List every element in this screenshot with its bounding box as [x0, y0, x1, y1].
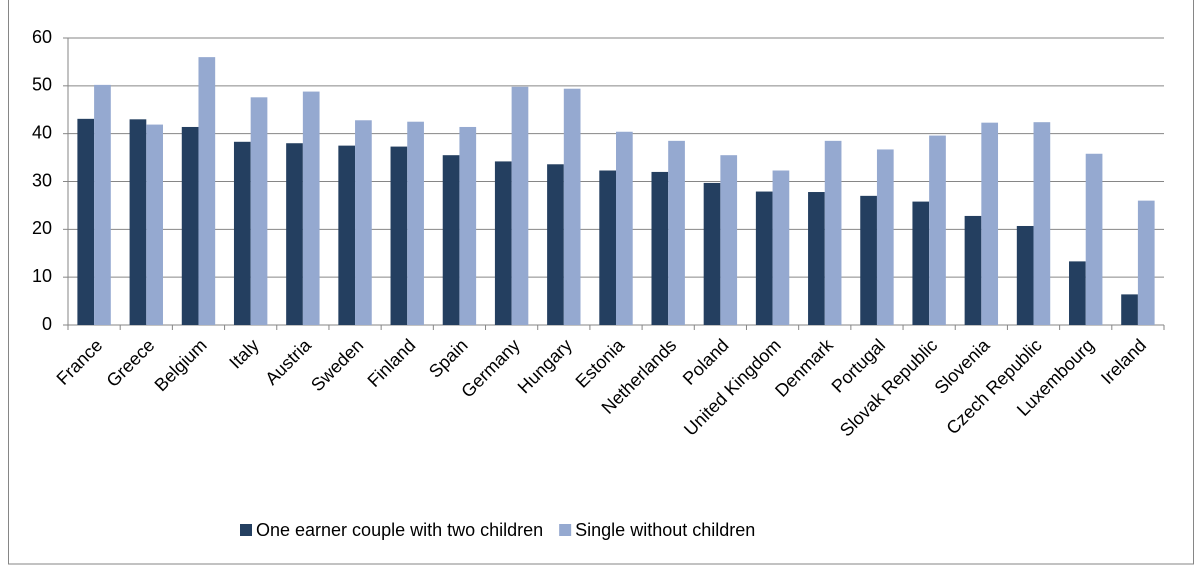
bar: [651, 171, 669, 325]
bar: [824, 140, 842, 325]
bar: [808, 192, 825, 325]
bar: [703, 182, 721, 325]
bar: [250, 97, 268, 326]
legend-swatch: [240, 524, 252, 536]
legend-swatch: [559, 524, 572, 536]
bar: [755, 191, 773, 325]
bar: [1016, 225, 1034, 325]
bar: [668, 140, 685, 325]
bar: [442, 155, 460, 325]
bar: [94, 84, 111, 325]
bar: [1085, 153, 1103, 325]
bar: [1137, 200, 1155, 325]
bar: [964, 215, 982, 325]
bar: [338, 145, 356, 325]
y-tick-label: 40: [32, 122, 52, 142]
bar: [912, 201, 930, 325]
bar: [302, 91, 320, 325]
bar: [146, 124, 163, 325]
bar: [459, 126, 477, 325]
bar: [129, 119, 147, 325]
y-tick-label: 0: [42, 314, 52, 334]
bar: [233, 141, 251, 325]
y-tick-label: 50: [32, 75, 52, 95]
bar: [181, 126, 199, 325]
bar: [407, 121, 424, 325]
bar: [929, 135, 946, 325]
bar: [1033, 122, 1051, 325]
legend-label: Single without children: [575, 520, 755, 540]
bar: [720, 155, 738, 325]
bar: [1121, 294, 1138, 325]
bar: [981, 122, 999, 325]
legend-label: One earner couple with two children: [256, 520, 543, 540]
y-tick-label: 10: [32, 266, 52, 286]
bar: [599, 170, 616, 325]
bar: [355, 120, 372, 325]
bar: [876, 149, 894, 325]
bar: [511, 86, 529, 325]
bar: [77, 118, 95, 325]
bar: [390, 146, 408, 325]
bar: [616, 131, 633, 325]
y-tick-label: 60: [32, 27, 52, 47]
bar: [547, 164, 564, 325]
bar: [860, 195, 877, 325]
bar: [772, 170, 790, 325]
bar: [198, 57, 216, 326]
bar: [1069, 261, 1086, 325]
bar: [563, 88, 581, 325]
y-tick-label: 30: [32, 170, 52, 190]
bar: [286, 143, 303, 325]
y-tick-label: 20: [32, 218, 52, 238]
bar: [494, 161, 512, 325]
